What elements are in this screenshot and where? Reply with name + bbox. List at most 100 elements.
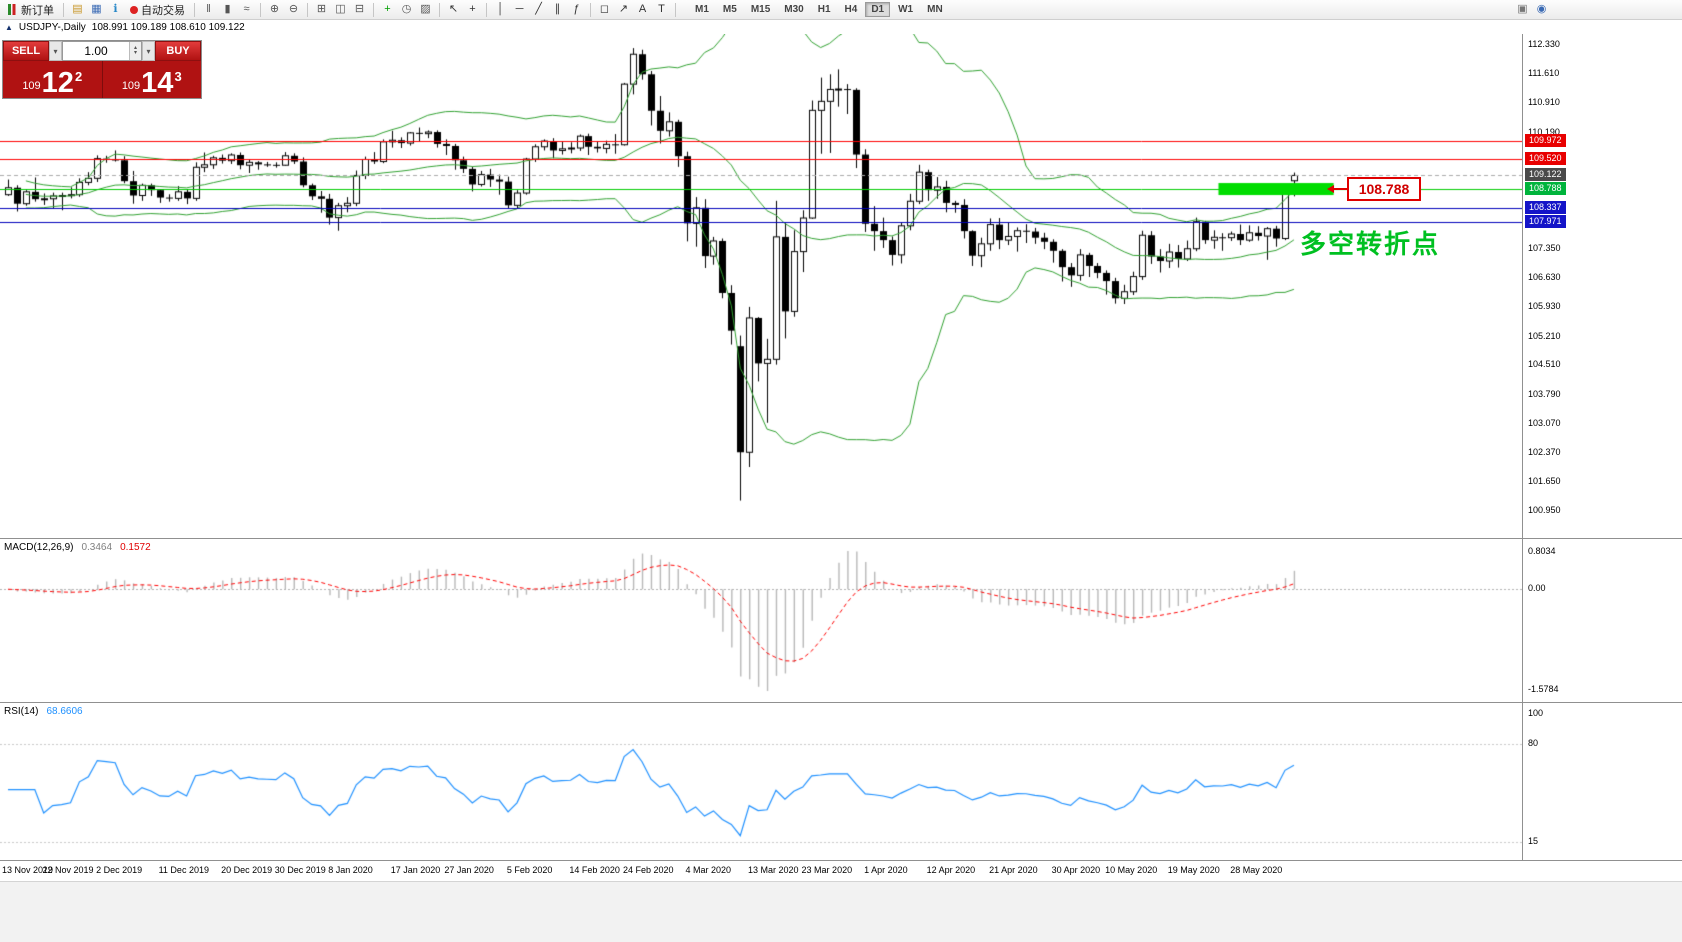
document-icon[interactable]: ▣ (1517, 2, 1528, 15)
cursor-icon[interactable]: ↖ (448, 2, 459, 15)
toolbar: 新订单 ▤ ▦ ℹ 自动交易 ‖ ▮ ≈ ⊕ ⊖ ⊞ ◫ ⊟ + ◷ ▨ ↖ + │ ─ ╱ ∥ ƒ ◻ ↗ A T M1 M5 M15… (0, 0, 1682, 20)
chart-title-bar: ▲ USDJPY-,Daily 108.991 109.189 108.610 … (0, 20, 1527, 34)
price-axis-label: 111.610 (1528, 68, 1560, 79)
date-axis-label: 1 Apr 2020 (864, 865, 908, 875)
cascade-windows-icon[interactable]: ◫ (335, 2, 346, 15)
timeframe-button-h1[interactable]: H1 (817, 4, 831, 15)
sell-options-dropdown[interactable]: ▾ (49, 41, 62, 61)
macd-axis[interactable]: 0.8034 0.00 -1.5784 (1523, 538, 1681, 702)
periods-icon[interactable]: ◷ (401, 2, 412, 15)
tile-windows-icon[interactable]: ⊞ (316, 2, 327, 15)
rsi-indicator-label: RSI(14) (4, 706, 39, 717)
spinner-down-icon: ▾ (133, 50, 137, 56)
price-axis-label: 104.510 (1528, 359, 1561, 370)
chart-symbol-title: USDJPY-,Daily (18, 21, 86, 33)
timeframe-button-m5[interactable]: M5 (722, 4, 737, 15)
bottom-strip (0, 881, 1682, 942)
date-axis-label: 22 Nov 2019 (42, 865, 94, 875)
timeframe-button-m15[interactable]: M15 (750, 4, 771, 15)
arrows-icon[interactable]: ↗ (618, 2, 629, 15)
rsi-label-row: RSI(14) 68.6606 (4, 706, 83, 717)
chart-ohlc-values: 108.991 109.189 108.610 109.122 (91, 21, 245, 33)
sell-button[interactable]: SELL (3, 41, 49, 61)
price-axis-label: 103.070 (1528, 418, 1561, 429)
buy-price-button[interactable]: 109 14 3 (103, 61, 202, 98)
rsi-axis-label: 15 (1528, 836, 1539, 847)
toolbar-separator (590, 2, 591, 17)
date-axis-label: 13 Nov 2019 (2, 865, 54, 875)
auto-trading-icon (130, 5, 138, 14)
horizontal-line-icon[interactable]: ─ (515, 2, 524, 15)
zoom-out-icon[interactable]: ⊖ (288, 2, 299, 15)
date-axis-label: 27 Jan 2020 (444, 865, 494, 875)
trade-panel-controls: SELL ▾ ▴▾ ▾ BUY (3, 41, 201, 61)
market-watch-icon[interactable]: ▦ (91, 2, 102, 15)
indicators-icon[interactable]: + (384, 2, 391, 15)
crosshair-icon[interactable]: + (469, 2, 476, 15)
timeframe-button-d1[interactable]: D1 (865, 2, 891, 17)
price-axis[interactable]: 112.330 111.610 110.910 110.190 107.350 106.6… (1523, 34, 1681, 538)
price-axis-tag: 109.122 (1525, 168, 1566, 182)
price-chart-canvas[interactable] (0, 34, 1522, 538)
community-icon[interactable]: ◉ (1536, 2, 1547, 15)
profiles-icon[interactable]: ▤ (72, 2, 83, 15)
vertical-line-icon[interactable]: │ (497, 2, 504, 15)
one-click-trading-panel: SELL ▾ ▴▾ ▾ BUY 109 12 2 109 14 3 (2, 40, 202, 99)
timeframe-button-m1[interactable]: M1 (695, 4, 709, 15)
text-label-icon[interactable]: T (658, 2, 665, 15)
data-window-icon[interactable]: ℹ (113, 2, 118, 15)
timeframe-group: M1 M5 M15 M30 H1 H4 D1 W1 MN (688, 2, 950, 17)
macd-label-row: MACD(12,26,9) 0.3464 0.1572 (4, 542, 151, 553)
timeframe-button-w1[interactable]: W1 (898, 4, 914, 15)
rsi-axis-label: 100 (1528, 708, 1544, 719)
price-axis-label: 112.330 (1528, 39, 1560, 49)
price-axis-tag: 107.971 (1525, 215, 1566, 229)
trendline-icon[interactable]: ╱ (535, 2, 542, 15)
price-axis-label: 105.930 (1528, 301, 1561, 312)
timeframe-button-m30[interactable]: M30 (784, 4, 804, 15)
sell-price-big: 12 (41, 67, 74, 99)
arrange-windows-icon[interactable]: ⊟ (354, 2, 365, 15)
text-icon[interactable]: A (638, 2, 647, 15)
date-axis[interactable]: 13 Nov 2019 22 Nov 2019 2 Dec 2019 11 Dec 2… (0, 860, 1682, 880)
volume-spinner[interactable]: ▴ ▾ (129, 42, 141, 60)
fibonacci-icon[interactable]: ƒ (573, 2, 580, 15)
buy-options-dropdown[interactable]: ▾ (142, 41, 155, 61)
auto-trading-button[interactable]: 自动交易 (125, 1, 190, 19)
price-axis-label: 102.370 (1528, 446, 1561, 457)
timeframe-button-h4[interactable]: H4 (844, 4, 858, 15)
candlestick-chart-icon[interactable]: ▮ (224, 2, 231, 15)
bar-chart-icon[interactable]: ‖ (206, 2, 211, 15)
candlestick-mini-icon (8, 4, 18, 15)
sell-price-button[interactable]: 109 12 2 (3, 61, 102, 98)
date-axis-label: 30 Dec 2019 (274, 865, 326, 875)
date-axis-label: 30 Apr 2020 (1051, 865, 1101, 875)
volume-input[interactable] (63, 42, 129, 60)
line-chart-icon[interactable]: ≈ (243, 2, 250, 15)
chevron-down-icon: ▾ (53, 46, 58, 56)
macd-canvas[interactable] (0, 539, 1522, 703)
buy-button[interactable]: BUY (155, 41, 201, 61)
new-order-button[interactable]: 新订单 (3, 1, 59, 19)
shapes-icon[interactable]: ◻ (599, 2, 610, 15)
zoom-in-icon[interactable]: ⊕ (269, 2, 280, 15)
chart-menu-icon[interactable]: ▲ (5, 22, 13, 32)
date-axis-label: 14 Feb 2020 (569, 865, 620, 875)
date-axis-label: 11 Dec 2019 (158, 865, 209, 875)
chevron-down-icon: ▾ (146, 46, 151, 56)
toolbar-separator (194, 2, 195, 17)
timeframe-button-mn[interactable]: MN (927, 4, 943, 15)
sell-price-prefix: 109 (22, 80, 41, 92)
spinner-up-icon: ▴ (133, 45, 137, 51)
toolbar-separator (63, 2, 64, 17)
rsi-axis[interactable]: 100 80 15 (1523, 702, 1681, 860)
macd-axis-label: -1.5784 (1528, 684, 1559, 694)
templates-icon[interactable]: ▨ (420, 2, 431, 15)
date-axis-label: 20 Dec 2019 (221, 865, 273, 875)
channel-icon[interactable]: ∥ (554, 2, 561, 15)
price-level-callout: 108.788 (1347, 177, 1421, 202)
toolbar-separator (260, 2, 261, 17)
price-axis-label: 106.630 (1528, 272, 1561, 283)
date-axis-label: 17 Jan 2020 (390, 865, 441, 875)
rsi-canvas[interactable] (0, 703, 1522, 861)
